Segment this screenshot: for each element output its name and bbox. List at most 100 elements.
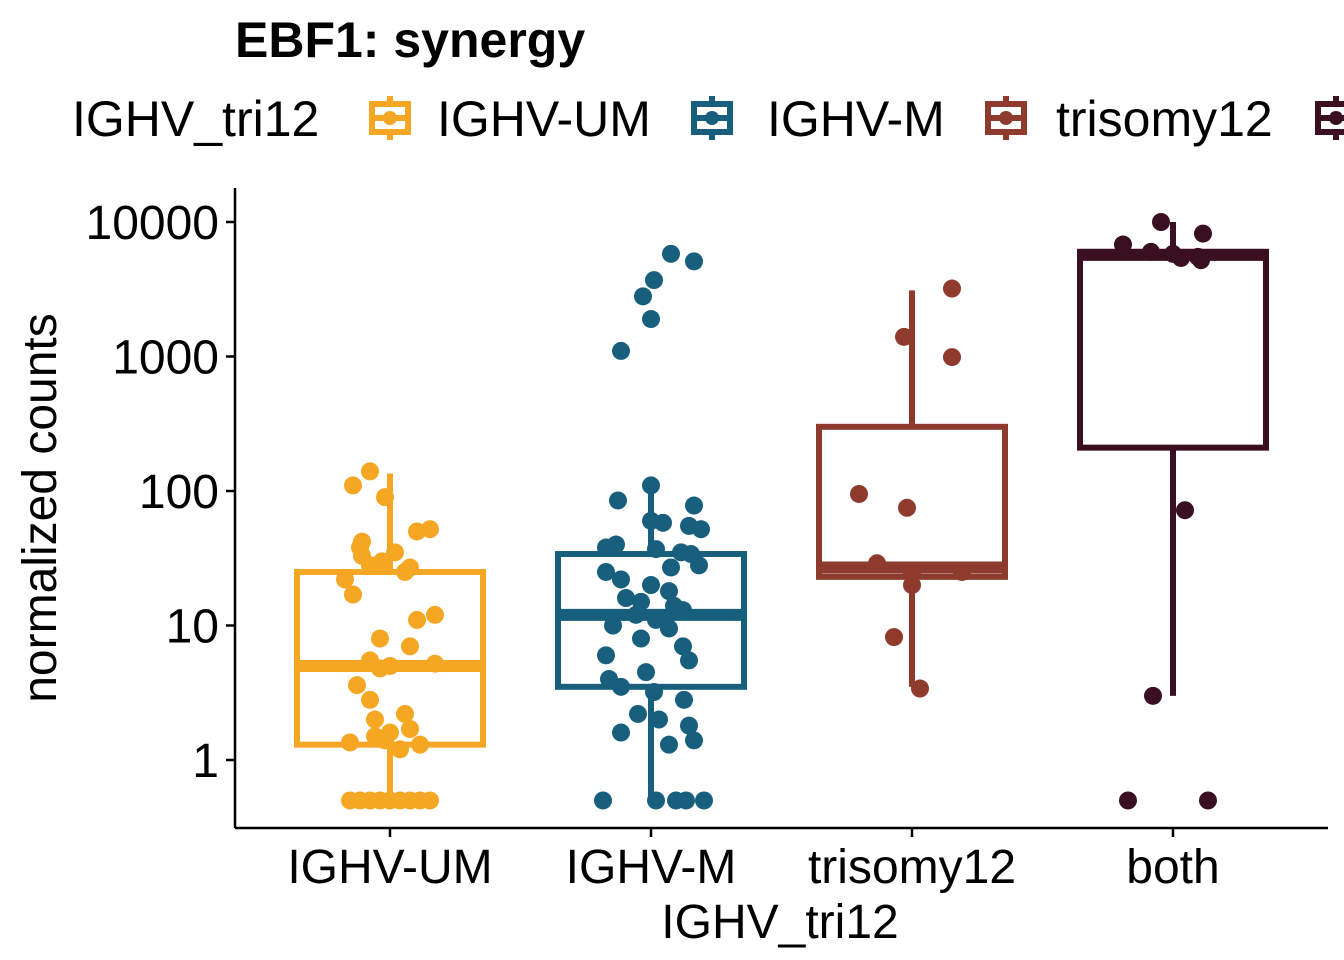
data-point [632,629,650,648]
chart-title: EBF1: synergy [235,12,585,68]
data-point [642,310,660,329]
data-point [629,704,647,723]
data-point [645,271,663,290]
data-point [361,462,379,481]
data-point [604,616,622,635]
legend-item-IGHV-UM: IGHV-UM [369,91,651,147]
data-point [627,605,645,624]
data-point [597,538,615,557]
data-point [898,498,916,517]
x-axis-title: IGHV_tri12 [661,896,898,949]
box-both [1077,222,1269,696]
data-point [680,651,698,670]
box-body [816,423,1008,580]
data-point [609,491,627,510]
data-point [1199,791,1217,810]
boxes-layer [294,222,1269,801]
legend-keys: IGHV-UM IGHV-M trisomy12 both [369,91,1344,147]
data-point [685,496,703,515]
data-point [617,589,635,608]
data-point [692,520,710,539]
data-point [594,791,612,810]
y-tick-label: 10000 [86,197,219,250]
data-point [642,576,660,595]
data-point [885,628,903,647]
box-IGHV-UM [294,473,486,801]
data-point [660,619,678,638]
data-point [426,605,444,624]
legend-label: IGHV-M [767,91,945,147]
data-point [411,735,429,754]
data-point [1176,501,1194,520]
data-point [366,710,384,729]
legend-key-point [999,111,1013,125]
data-point [361,690,379,709]
data-point [597,646,615,665]
data-point [612,570,630,589]
y-tick-label: 10 [166,601,219,654]
data-point [348,676,366,695]
data-point [371,659,389,678]
data-point [850,484,868,503]
data-point [1142,242,1160,261]
data-point [612,723,630,742]
box-trisomy12 [816,290,1008,687]
data-point [344,476,362,495]
data-point [647,610,665,629]
data-point [895,327,913,346]
data-point [612,341,630,360]
data-point [344,585,362,604]
data-point [426,654,444,673]
data-point [674,601,692,620]
data-point [660,735,678,754]
box-body [1077,248,1269,451]
data-point [953,562,971,581]
data-point [903,562,921,581]
data-point [1192,251,1210,270]
legend: IGHV_tri12 IGHV-UM IGHV-M trisomy12 both [72,91,1344,147]
data-point [660,582,678,601]
data-point [1144,686,1162,705]
data-point [396,704,414,723]
data-point [336,570,354,589]
y-tick-label: 1 [192,735,219,788]
legend-label: IGHV-UM [437,91,651,147]
data-point [943,348,961,367]
data-point [650,710,668,729]
data-point [675,690,693,709]
data-point [903,576,921,595]
data-point [685,252,703,271]
data-point [408,522,426,541]
legend-item-IGHV-M: IGHV-M [691,91,945,147]
data-point [654,513,672,532]
data-point [1119,791,1137,810]
data-point [662,558,680,577]
data-point [647,791,665,810]
data-point [634,287,652,306]
data-point [677,791,695,810]
data-point [645,683,663,702]
legend-label: trisomy12 [1056,91,1273,147]
data-point [1114,235,1132,254]
data-point [1152,213,1170,231]
x-tick-label: both [1126,841,1219,894]
data-point [396,562,414,581]
legend-key-point [383,111,397,125]
data-point [911,679,929,698]
data-point [642,476,660,495]
data-point [371,629,389,648]
data-point [361,556,379,575]
data-point [674,637,692,656]
data-point [637,663,655,682]
legend-key-point [705,111,719,125]
x-axis: IGHV-UM IGHV-M trisomy12 both [235,826,1328,894]
y-tick-label: 1000 [112,332,219,385]
data-point [943,279,961,298]
legend-title: IGHV_tri12 [72,91,319,147]
x-tick-label: IGHV-UM [287,841,492,894]
data-point [376,731,394,750]
data-point [401,720,419,739]
points-layer [336,213,1217,810]
data-point [680,716,698,735]
